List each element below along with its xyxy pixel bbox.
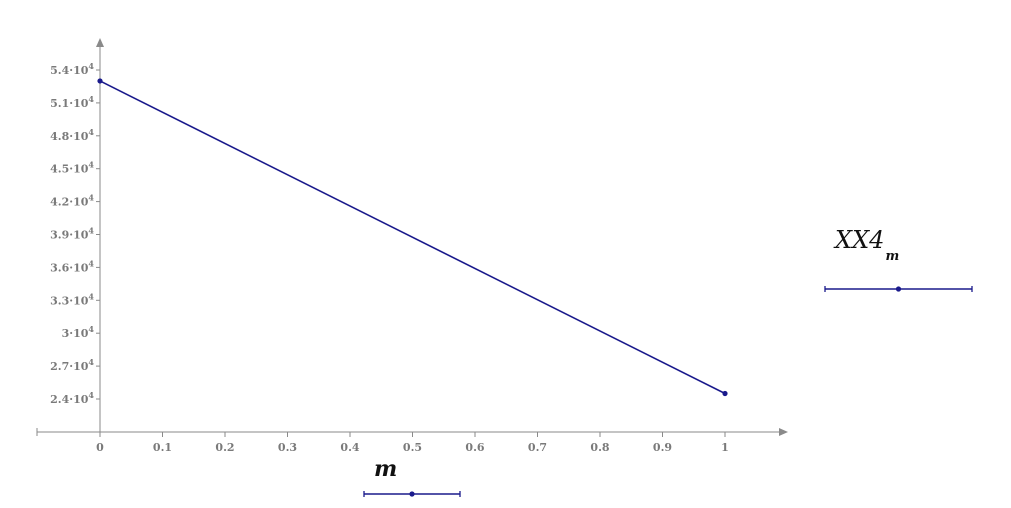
legend-series-label: XX4m [835,226,899,264]
series-line [99,80,726,395]
x-tick-label: 0 [96,441,104,454]
x-tick-label: 0.2 [215,441,234,454]
x-axis-label: m [374,456,398,482]
y-tick-label: 4.2·104 [50,193,94,209]
x-tick-label: 0.9 [653,441,672,454]
legend-series-name: XX4 [835,226,885,254]
x-tick-label: 0.3 [278,441,297,454]
legend-series-subscript: m [885,249,900,264]
y-tick-label: 3.3·104 [50,291,94,307]
y-tick-label: 3·104 [62,324,95,340]
x-axis-arrow-icon [779,428,788,436]
x-tick-label: 0.7 [528,441,547,454]
y-tick-label: 2.4·104 [50,390,94,406]
y-tick-label: 5.4·104 [50,61,94,77]
x-tick-label: 0.8 [590,441,609,454]
series-point [97,78,103,84]
x-tick-label: 1 [721,441,729,454]
x-tick-label: 0.6 [465,441,484,454]
y-tick-label: 2.7·104 [50,357,94,373]
y-tick-label: 3.9·104 [50,226,94,242]
y-tick-label: 4.8·104 [50,127,94,143]
series-point [722,390,728,397]
y-tick-label: 3.6·104 [50,258,94,274]
y-axis-arrow-icon [96,38,104,47]
x-tick-label: 0.4 [340,441,359,454]
x-tick-label: 0.1 [153,441,172,454]
y-tick-label: 5.1·104 [50,94,94,110]
x-tick-label: 0.5 [403,441,422,454]
legend-trace-sample-marker [895,286,902,292]
y-tick-label: 4.5·104 [50,160,94,176]
x-axis-trace-sample-marker [409,491,415,497]
